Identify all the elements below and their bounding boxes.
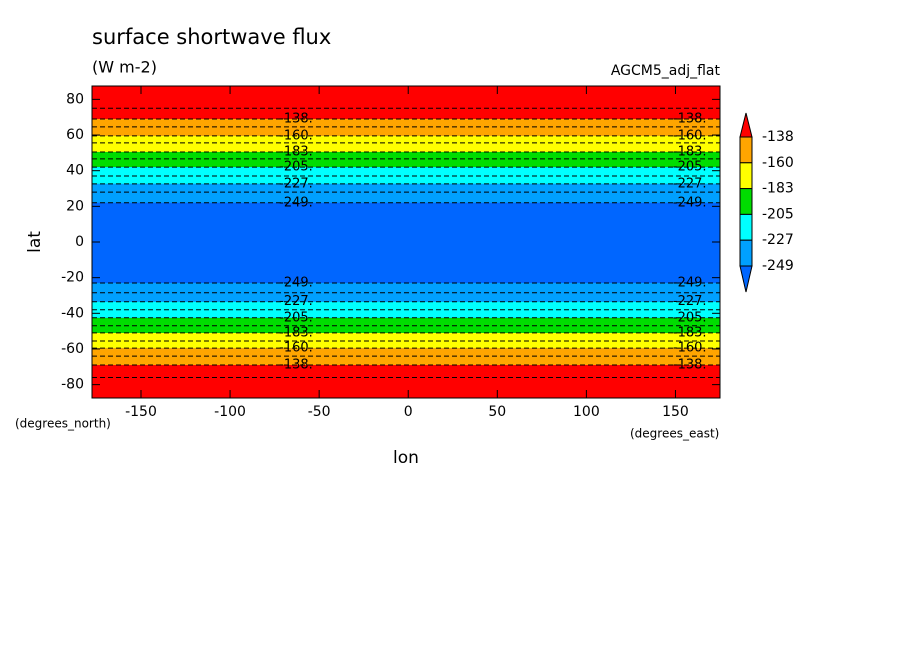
- dataset-label: AGCM5_adj_flat: [611, 63, 721, 79]
- field-fill: [92, 118, 720, 136]
- chart-title: surface shortwave flux: [92, 25, 331, 49]
- x-tick-label: 50: [488, 404, 506, 420]
- chart-subtitle: (W m-2): [92, 58, 157, 77]
- x-units: (degrees_east): [630, 427, 719, 441]
- colorbar-label: -183: [762, 181, 794, 197]
- field-fill: [92, 151, 720, 168]
- x-tick-label: -50: [308, 404, 331, 420]
- y-tick-label: -20: [61, 270, 84, 286]
- contour-label: -249.: [673, 195, 707, 210]
- field-fill: [92, 167, 720, 184]
- y-tick-label: 20: [66, 198, 84, 214]
- field-fill: [92, 183, 720, 203]
- x-tick-label: 150: [662, 404, 689, 420]
- field-fill: [92, 135, 720, 152]
- contour-label: -138.: [673, 358, 707, 373]
- contour-label: -160.: [673, 128, 707, 143]
- contour-label: -138.: [673, 111, 707, 126]
- contour-label: -183.: [673, 325, 707, 340]
- contour-label: -183.: [279, 325, 313, 340]
- contour-label: -205.: [673, 160, 707, 175]
- colorbar-cap: [739, 265, 753, 293]
- contour-label: -249.: [279, 276, 313, 291]
- contour-label: -138.: [279, 358, 313, 373]
- y-tick-label: 0: [75, 234, 84, 250]
- colorbar-label: -160: [762, 155, 794, 171]
- y-tick-label: 40: [66, 163, 84, 179]
- contour-label: -249.: [279, 195, 313, 210]
- contour-label: -227.: [279, 176, 313, 191]
- colorbar-label: -227: [762, 232, 794, 248]
- x-tick-label: 100: [573, 404, 600, 420]
- colorbar-label: -249: [762, 258, 794, 274]
- contour-label: -183.: [279, 144, 313, 159]
- contour-label: -205.: [279, 310, 313, 325]
- colorbar-box: [739, 162, 753, 190]
- contour-label: -160.: [279, 341, 313, 356]
- y-units: (degrees_north): [15, 417, 111, 431]
- colorbar-box: [739, 213, 753, 241]
- colorbar-box: [739, 136, 753, 164]
- contour-label: -227.: [279, 294, 313, 309]
- y-axis-label: lat: [25, 231, 45, 253]
- x-tick-label: 0: [404, 404, 413, 420]
- y-tick-label: -60: [61, 341, 84, 357]
- x-tick-label: -100: [214, 404, 246, 420]
- contour-label: -227.: [673, 176, 707, 191]
- contour-label: -227.: [673, 294, 707, 309]
- y-tick-label: -40: [61, 305, 84, 321]
- colorbar-box: [739, 188, 753, 215]
- x-axis-label: lon: [393, 448, 419, 468]
- colorbar-label: -205: [762, 206, 794, 222]
- contour-label: -160.: [673, 341, 707, 356]
- colorbar-label: -138: [762, 129, 794, 145]
- y-tick-label: -80: [61, 377, 84, 393]
- contour-label: -160.: [279, 128, 313, 143]
- colorbar-cap: [739, 112, 753, 138]
- colorbar-box: [739, 239, 753, 267]
- contour-label: -205.: [673, 310, 707, 325]
- y-tick-label: 80: [66, 91, 84, 107]
- contour-label: -249.: [673, 276, 707, 291]
- x-tick-label: -150: [125, 404, 157, 420]
- contour-label: -183.: [673, 144, 707, 159]
- y-tick-label: 60: [66, 127, 84, 143]
- field-fill: [92, 365, 720, 398]
- field-fill: [92, 86, 720, 119]
- contour-label: -138.: [279, 111, 313, 126]
- contour-label: -205.: [279, 160, 313, 175]
